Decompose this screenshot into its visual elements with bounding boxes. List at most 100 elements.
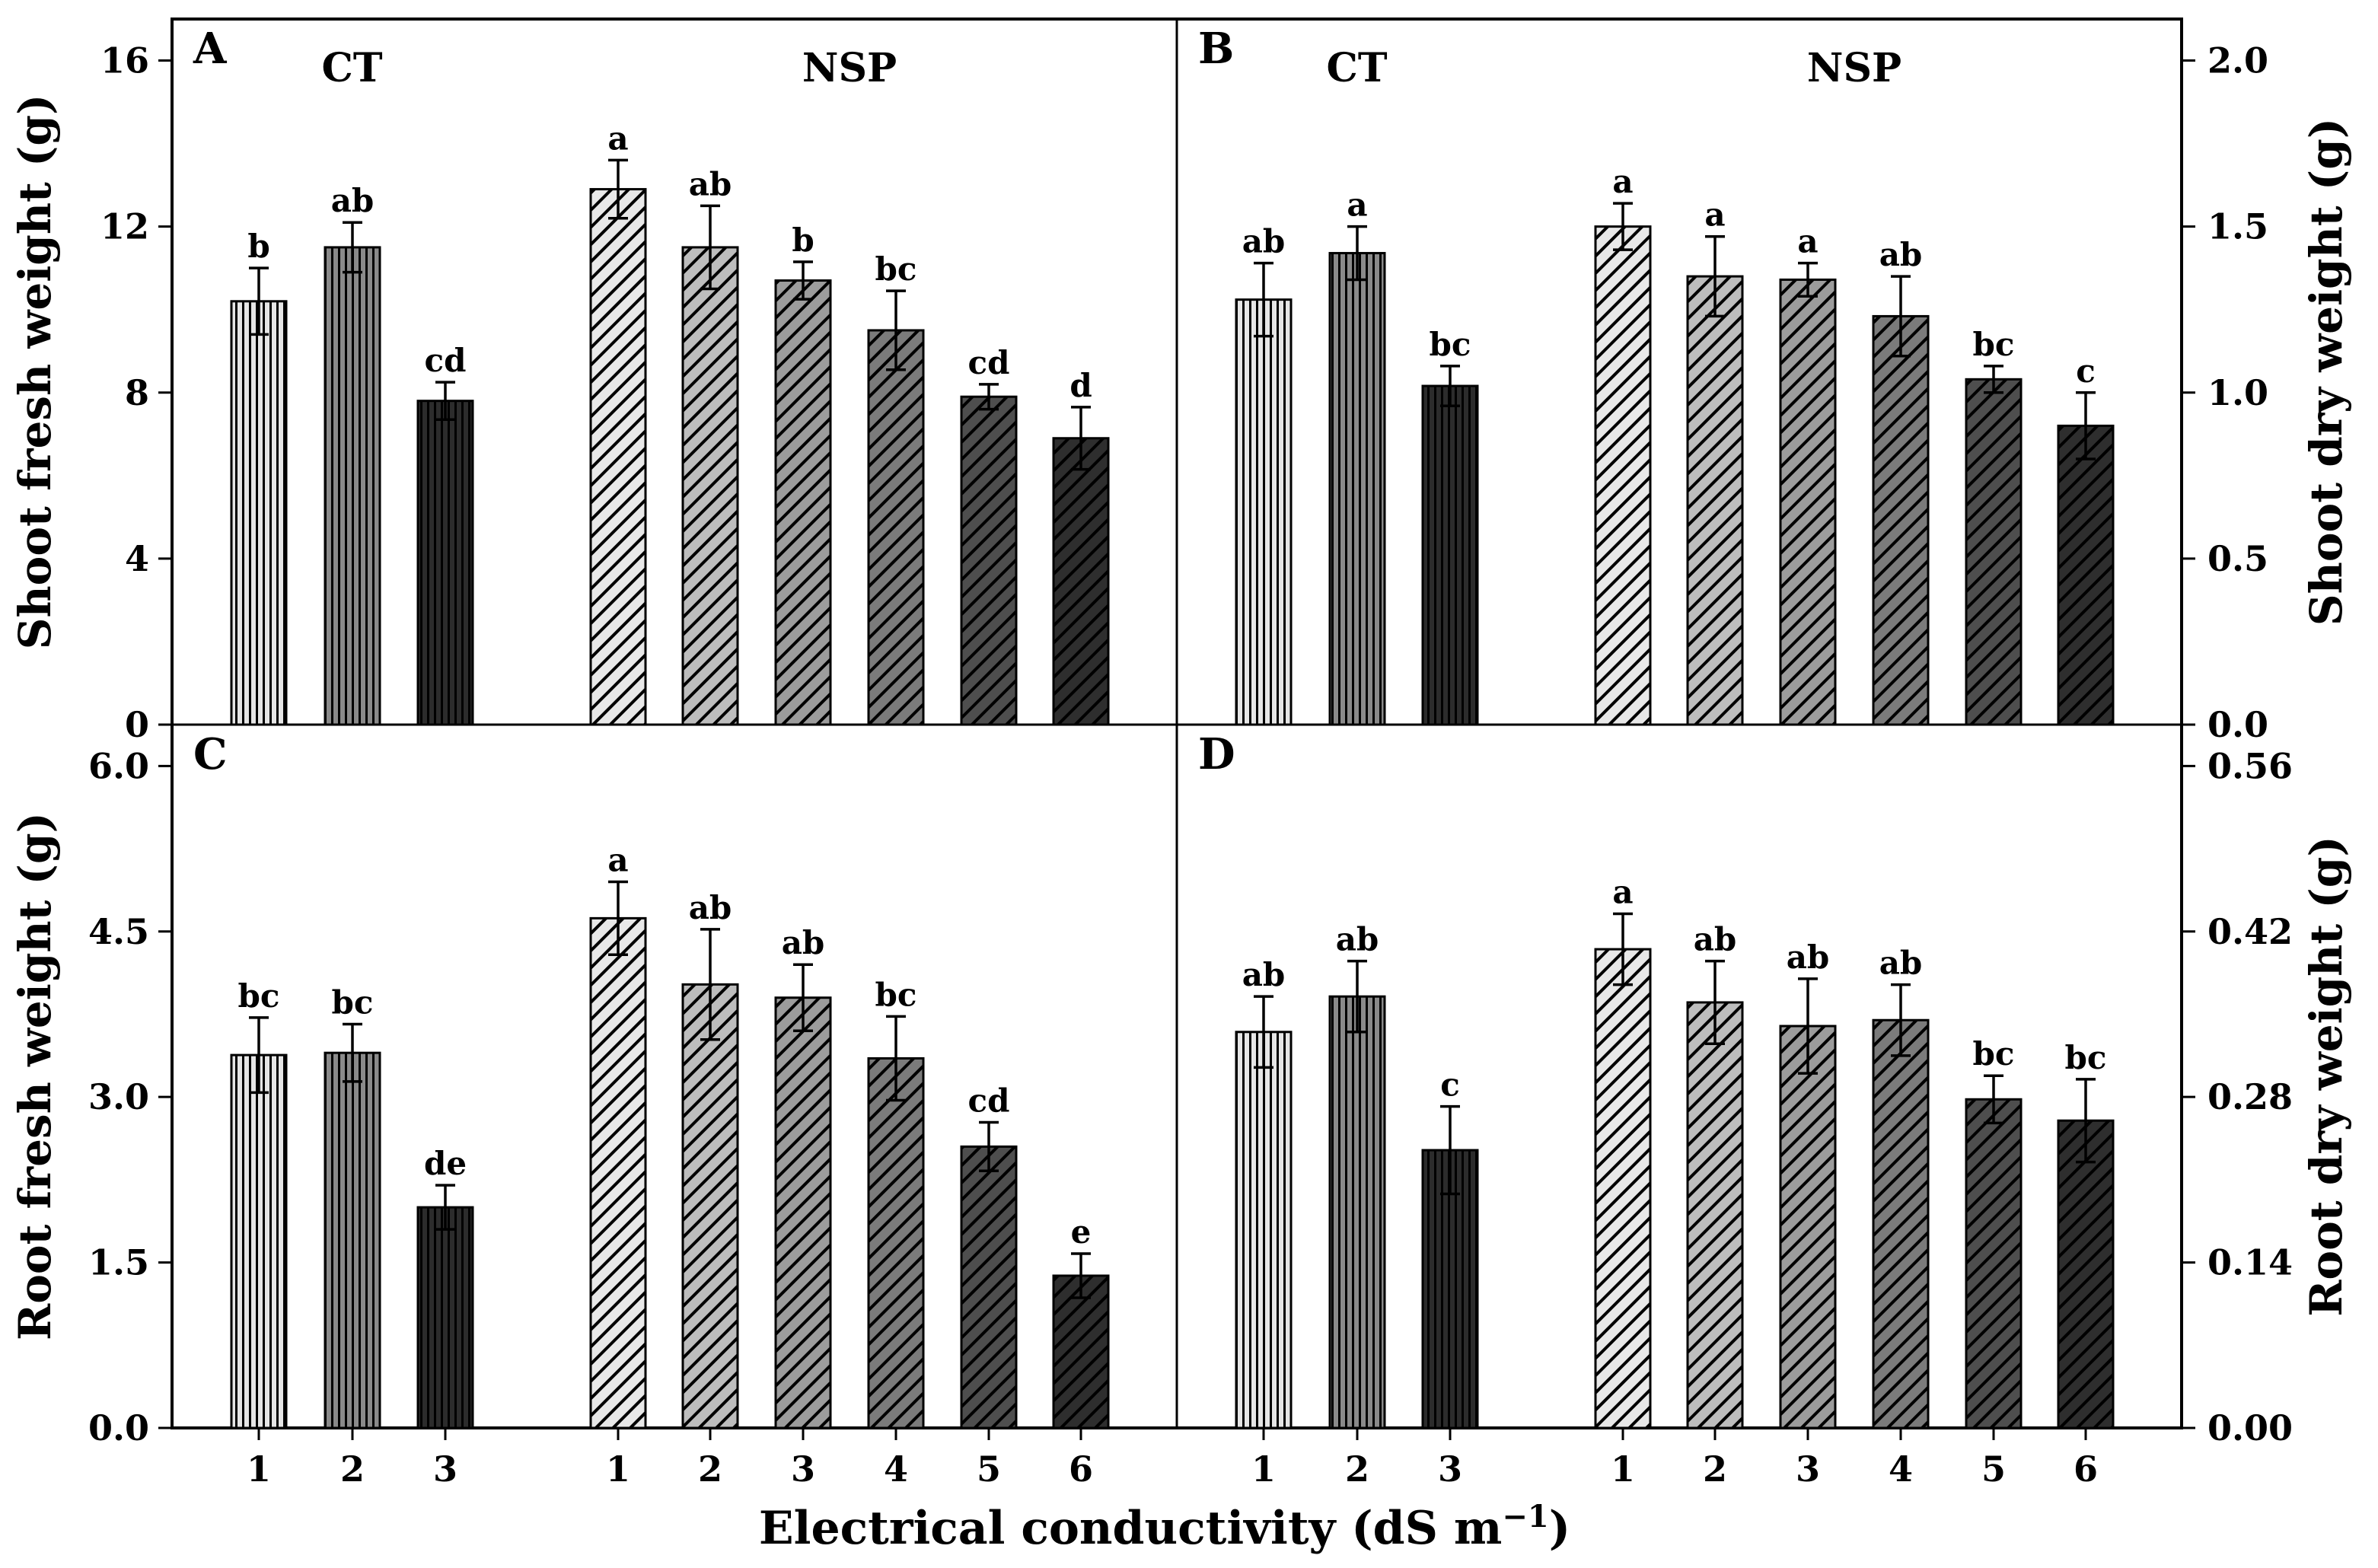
x-tick-label: 6 [2074, 1448, 2098, 1490]
bar [1965, 1098, 2023, 1429]
significance-letter: bc [875, 250, 917, 288]
y-tick-label: 0.56 [2207, 745, 2293, 786]
y-tick-label: 0 [125, 704, 149, 745]
group-label: NSP [1807, 45, 1901, 91]
x-tick-label: 5 [1981, 1448, 2006, 1490]
significance-letter: ab [1336, 921, 1379, 958]
y-tick-label: 16 [100, 40, 149, 81]
x-tick-label: 2 [1703, 1448, 1727, 1490]
significance-letter: ab [689, 165, 732, 202]
significance-letter: c [1440, 1066, 1460, 1104]
significance-letter: ab [1879, 236, 1923, 273]
significance-letter: a [1347, 186, 1367, 224]
bar [681, 983, 739, 1429]
significance-letter: a [1797, 223, 1818, 260]
significance-letter: ab [689, 889, 732, 926]
bar [1779, 278, 1837, 726]
x-tick-label: 3 [1796, 1448, 1820, 1490]
significance-letter: a [1612, 873, 1633, 910]
x-axis-title: Electrical conductivity (dS m−1) [759, 1499, 1570, 1555]
significance-letter: ab [331, 182, 375, 219]
panel-d: 0.00 0.14 0.28 0.42 0.56 Root dry weight (g) D… [1198, 729, 2352, 1490]
x-axis-title-superscript: −1 [1502, 1499, 1548, 1535]
significance-letter: c [2076, 352, 2096, 390]
significance-letter: ab [1879, 945, 1923, 982]
y-axis-title: Root fresh weight (g) [9, 812, 61, 1340]
y-tick-label: 1.5 [88, 1242, 149, 1283]
significance-letter: bc [875, 976, 917, 1013]
bar [1594, 225, 1652, 726]
group-label: NSP [802, 45, 897, 91]
bar [416, 400, 474, 726]
x-tick-label: 4 [1889, 1448, 1913, 1490]
significance-letter: cd [425, 342, 467, 379]
panel-letter: D [1198, 729, 1235, 779]
x-tick-label: 4 [884, 1448, 908, 1490]
significance-letter: ab [1242, 956, 1286, 993]
bar [1328, 252, 1386, 726]
y-axis-title: Shoot dry weight (g) [2300, 118, 2352, 626]
bar [774, 279, 832, 726]
x-tick-label: 6 [1069, 1448, 1093, 1490]
y-tick-label: 4.5 [88, 911, 149, 952]
significance-letter: cd [968, 1082, 1010, 1120]
bar [2057, 1119, 2115, 1429]
bar [1594, 948, 1652, 1429]
y-tick-label: 1.0 [2207, 372, 2268, 413]
significance-letter: bc [2065, 1039, 2107, 1076]
y-tick-label: 6.0 [88, 745, 149, 786]
x-tick-label: 3 [433, 1448, 457, 1490]
y-tick-label: 0.42 [2207, 911, 2293, 952]
significance-letter: d [1069, 367, 1092, 404]
panel-letter: C [193, 729, 228, 779]
bar [1965, 378, 2023, 726]
significance-letter: de [424, 1145, 467, 1182]
bar [681, 246, 739, 726]
bar [1779, 1025, 1837, 1429]
significance-letter: b [792, 221, 814, 259]
y-tick-label: 4 [125, 538, 149, 579]
significance-letter: a [607, 120, 628, 157]
y-axis-title: Shoot fresh weight (g) [9, 94, 61, 650]
significance-letter: e [1071, 1213, 1092, 1251]
significance-letter: ab [1242, 223, 1286, 260]
bar [589, 916, 647, 1429]
bar [1872, 314, 1930, 726]
significance-letter: bc [332, 984, 374, 1021]
significance-letter: bc [1430, 326, 1471, 363]
y-tick-label: 0.0 [88, 1407, 149, 1448]
y-tick-label: 0.0 [2207, 704, 2268, 745]
bar [867, 329, 925, 726]
y-tick-label: 8 [125, 372, 149, 413]
y-tick-label: 3.0 [88, 1076, 149, 1117]
bar [1421, 384, 1479, 726]
bar [774, 996, 832, 1429]
group-label: CT [1326, 45, 1387, 91]
y-tick-label: 0.14 [2207, 1242, 2293, 1283]
bar [960, 1145, 1018, 1429]
bar [230, 300, 288, 726]
panel-c: 0.0 1.5 3.0 4.5 6.0 Root fresh weight (g) Cbc 1… [9, 729, 1110, 1490]
bar [230, 1053, 288, 1429]
bar [1686, 275, 1744, 726]
bar [1328, 995, 1386, 1429]
bar [2057, 424, 2115, 726]
significance-letter: bc [1973, 326, 2015, 363]
y-tick-label: 2.0 [2207, 40, 2268, 81]
x-tick-label: 2 [1345, 1448, 1369, 1490]
y-axis-title: Root dry weight (g) [2300, 836, 2352, 1317]
bar [1235, 298, 1293, 726]
y-tick-label: 0.28 [2207, 1076, 2293, 1117]
x-tick-label: 1 [1251, 1448, 1276, 1490]
bar [324, 1051, 381, 1429]
significance-letter: ab [1694, 921, 1737, 958]
significance-letter: bc [238, 977, 280, 1015]
panel-letter: A [193, 24, 228, 74]
x-tick-label: 1 [606, 1448, 630, 1490]
bar [1235, 1031, 1293, 1429]
bar [416, 1206, 474, 1429]
